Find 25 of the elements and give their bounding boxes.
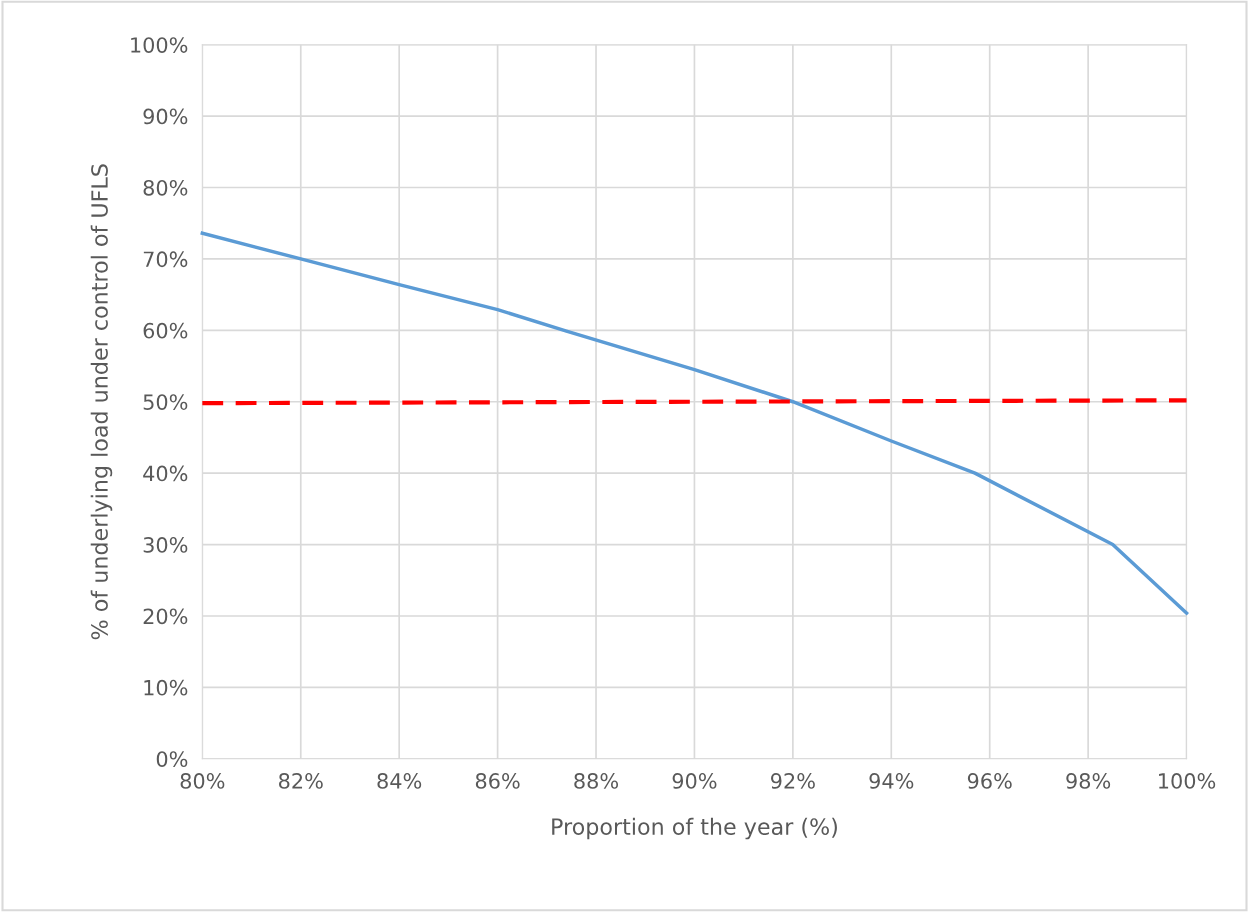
- x-tick-label: 100%: [1159, 773, 1216, 789]
- x-tick-label: 94%: [869, 773, 914, 789]
- x-axis-title: Proportion of the year (%): [552, 817, 837, 840]
- x-tick-label: 84%: [377, 773, 422, 789]
- x-tick-label: 90%: [672, 773, 717, 789]
- y-tick-label: 100%: [131, 37, 188, 53]
- y-tick-label: 20%: [143, 608, 188, 625]
- x-tick-label: 96%: [967, 773, 1012, 789]
- x-tick-label: 88%: [574, 773, 619, 789]
- y-tick-label: 50%: [143, 394, 188, 410]
- y-tick-label: 70%: [143, 251, 188, 268]
- x-tick-label: 82%: [279, 773, 323, 789]
- line-series: [200, 231, 1189, 615]
- y-tick-label: 80%: [143, 179, 188, 196]
- x-tick-label: 80%: [180, 773, 225, 789]
- y-tick-label: 30%: [143, 537, 188, 553]
- x-tick-label: 98%: [1066, 773, 1111, 789]
- y-axis-title: % of underlying load under control of UFLS: [90, 164, 113, 640]
- x-tick-label: 92%: [771, 773, 815, 789]
- y-tick-label: 10%: [144, 679, 188, 696]
- y-tick-label: 90%: [143, 108, 188, 125]
- y-tick-label: 0%: [156, 751, 188, 767]
- x-tick-label: 86%: [475, 773, 520, 789]
- y-tick-label: 40%: [143, 465, 188, 482]
- y-tick-label: 60%: [143, 322, 188, 339]
